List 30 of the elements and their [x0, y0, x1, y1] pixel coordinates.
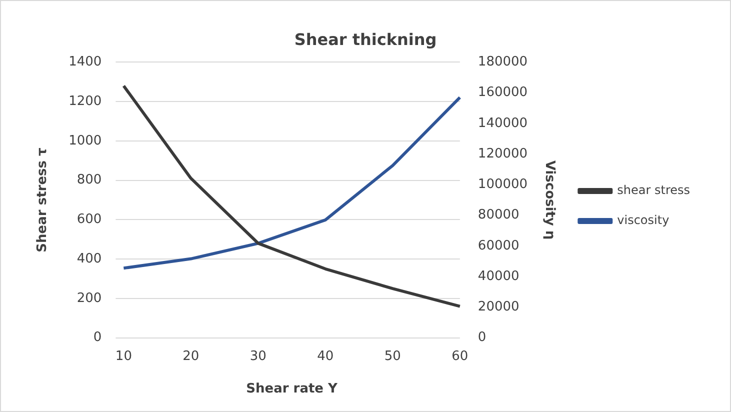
y-tick-label: 600: [76, 212, 102, 228]
x-tick-label: 10: [115, 348, 132, 364]
legend-label: viscosity: [617, 213, 670, 228]
y-tick-label: 400: [76, 251, 102, 266]
y2-tick-label: 40000: [478, 268, 520, 284]
y-axis-title: Shear stress τ: [35, 148, 50, 252]
y2-tick-label: 100000: [478, 177, 528, 192]
y2-tick-label: 0: [478, 330, 486, 346]
y-tick-label: 1000: [68, 133, 102, 148]
y-tick-label: 1200: [68, 94, 102, 109]
y2-tick-label: 20000: [478, 300, 520, 315]
legend-label: shear stress: [617, 183, 690, 198]
y2-tick-label: 160000: [478, 85, 528, 100]
y2-tick-label: 140000: [478, 116, 528, 131]
y-tick-label: 800: [76, 172, 102, 188]
y2-tick-label: 180000: [478, 54, 528, 70]
x-tick-label: 30: [250, 348, 266, 364]
x-tick-label: 40: [317, 348, 334, 364]
y-tick-label: 0: [93, 330, 102, 346]
chart-title: Shear thickning: [294, 30, 437, 49]
y-tick-label: 1400: [68, 54, 102, 70]
y2-tick-label: 60000: [478, 238, 520, 254]
x-tick-label: 20: [182, 348, 200, 364]
x-tick-label: 50: [384, 348, 401, 364]
y2-tick-label: 120000: [478, 146, 528, 162]
y-tick-label: 200: [76, 290, 102, 306]
x-tick-label: 60: [452, 348, 468, 364]
y2-tick-label: 80000: [478, 208, 520, 223]
y2-axis-title: Viscosity η: [542, 160, 557, 240]
x-axis-title: Shear rate Y: [246, 382, 338, 397]
